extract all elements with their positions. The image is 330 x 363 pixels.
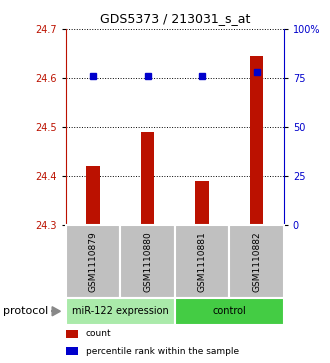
Title: GDS5373 / 213031_s_at: GDS5373 / 213031_s_at [100,12,250,25]
Text: GSM1110882: GSM1110882 [252,231,261,292]
Text: protocol: protocol [3,306,49,316]
Text: count: count [86,330,112,338]
Text: GSM1110880: GSM1110880 [143,231,152,292]
Bar [250,56,263,225]
Bar [141,132,154,225]
Text: GSM1110881: GSM1110881 [198,231,207,292]
Bar [195,181,209,225]
Text: GSM1110879: GSM1110879 [89,231,98,292]
Bar [86,166,100,225]
Text: miR-122 expression: miR-122 expression [72,306,169,316]
Text: control: control [213,306,246,316]
Text: percentile rank within the sample: percentile rank within the sample [86,347,239,356]
